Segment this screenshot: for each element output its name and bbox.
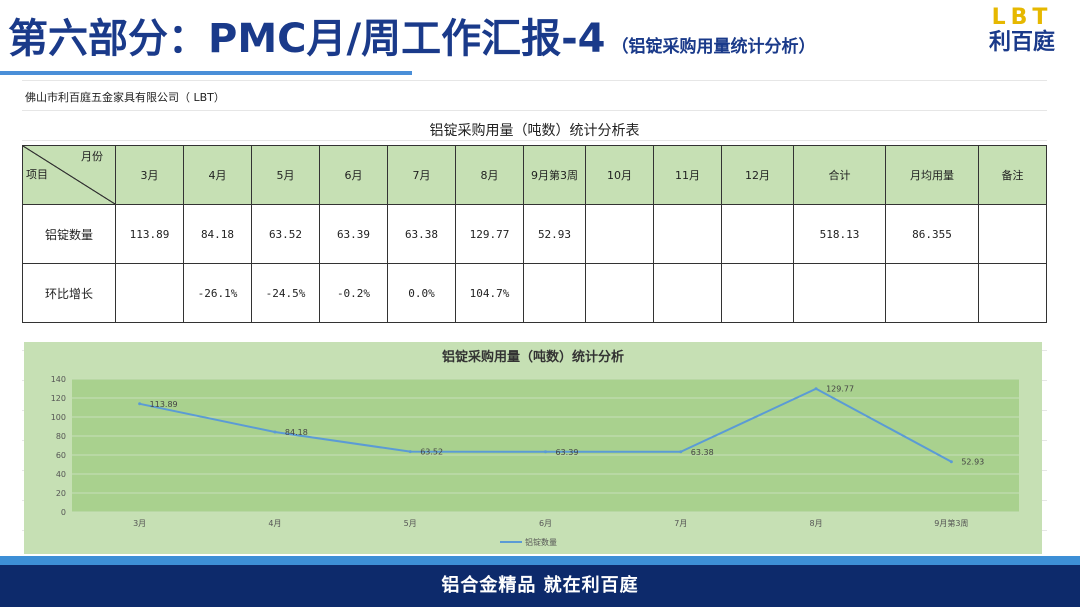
data-label: 129.77 [826, 385, 854, 394]
table-cell[interactable]: -26.1% [183, 263, 252, 323]
table-cell[interactable] [793, 263, 886, 323]
slide-title-main: 第六部分：PMC月/周工作汇报-4 [8, 16, 606, 62]
row-label[interactable]: 铝锭数量 [22, 204, 116, 264]
table-cell[interactable]: 63.38 [387, 204, 456, 264]
corner-month-label: 月份 [81, 150, 103, 163]
chart-svg: 铝锭采购用量（吨数）统计分析 0 20 40 60 80 100 120 140 3月 4月 5月 6月… [51, 349, 1019, 547]
table-cell[interactable]: 63.52 [251, 204, 320, 264]
table-cell[interactable]: 63.39 [319, 204, 388, 264]
data-point [949, 460, 953, 464]
lbt-logo: LBT 利百庭 [972, 6, 1072, 58]
table-header-row: 月份 项目 3月 4月 5月 6月 7月 8月 9月第3周 10月 11月 12… [22, 145, 1047, 205]
spreadsheet: 佛山市利百庭五金家具有限公司（ LBT） 铝锭采购用量（吨数）统计分析表 月份 … [22, 80, 1047, 560]
x-tick-label: 3月 [133, 519, 146, 528]
table-cell[interactable] [585, 263, 654, 323]
table-cell[interactable]: 104.7% [455, 263, 524, 323]
table-row-growth: 环比增长 -26.1% -24.5% -0.2% 0.0% 104.7% [22, 263, 1047, 323]
data-label: 52.93 [961, 458, 984, 467]
data-label: 63.52 [420, 448, 443, 457]
table-cell[interactable]: -0.2% [319, 263, 388, 323]
y-tick-label: 60 [56, 451, 66, 460]
column-header[interactable]: 月均用量 [885, 145, 979, 205]
table-row-quantity: 铝锭数量 113.89 84.18 63.52 63.39 63.38 129.… [22, 204, 1047, 264]
table-cell[interactable]: 86.355 [885, 204, 979, 264]
chart-title: 铝锭采购用量（吨数）统计分析 [442, 349, 624, 365]
column-header[interactable]: 12月 [721, 145, 794, 205]
corner-item-label: 项目 [26, 168, 48, 181]
y-tick-label: 40 [56, 470, 66, 479]
table-cell[interactable] [115, 263, 184, 323]
column-header[interactable]: 合计 [793, 145, 886, 205]
logo-lbt-text: LBT [991, 5, 1053, 30]
table-cell[interactable]: 113.89 [115, 204, 184, 264]
column-header[interactable]: 备注 [978, 145, 1047, 205]
slide-title: 第六部分：PMC月/周工作汇报-4 （铝锭采购用量统计分析） [8, 6, 816, 64]
y-tick-label: 120 [51, 394, 66, 403]
column-header[interactable]: 10月 [585, 145, 654, 205]
title-underline [0, 71, 412, 75]
slide-subtitle: （铝锭采购用量统计分析） [611, 37, 816, 57]
corner-cell: 月份 项目 [22, 145, 116, 205]
row-label[interactable]: 环比增长 [22, 263, 116, 323]
data-label: 113.89 [150, 400, 178, 409]
title-bar: 第六部分：PMC月/周工作汇报-4 （铝锭采购用量统计分析） LBT 利百庭 [0, 0, 1080, 75]
company-name: 佛山市利百庭五金家具有限公司（ LBT） [25, 91, 225, 104]
line-chart[interactable]: 铝锭采购用量（吨数）统计分析 0 20 40 60 80 100 120 140 3月 4月 5月 6月… [24, 342, 1042, 554]
data-point [814, 387, 818, 391]
table-cell[interactable] [978, 263, 1047, 323]
column-header[interactable]: 8月 [455, 145, 524, 205]
column-header[interactable]: 11月 [653, 145, 722, 205]
table-cell[interactable]: 0.0% [387, 263, 456, 323]
data-point [544, 450, 547, 454]
table-cell[interactable] [653, 263, 722, 323]
footer-accent-strip [0, 556, 1080, 565]
column-header[interactable]: 4月 [183, 145, 252, 205]
statistics-table: 月份 项目 3月 4月 5月 6月 7月 8月 9月第3周 10月 11月 12… [22, 145, 1047, 323]
table-cell[interactable]: 84.18 [183, 204, 252, 264]
data-point [273, 430, 277, 434]
legend-label: 铝锭数量 [525, 537, 557, 547]
y-tick-label: 100 [51, 413, 66, 422]
x-tick-label: 5月 [404, 519, 417, 528]
table-cell[interactable] [978, 204, 1047, 264]
data-label: 84.18 [285, 428, 308, 437]
table-cell[interactable] [585, 204, 654, 264]
data-label: 63.39 [556, 448, 579, 457]
column-header[interactable]: 7月 [387, 145, 456, 205]
table-cell[interactable] [721, 263, 794, 323]
footer-banner: 铝合金精品 就在利百庭 [0, 565, 1080, 607]
data-point [408, 450, 412, 454]
column-header[interactable]: 3月 [115, 145, 184, 205]
data-point [138, 402, 142, 406]
table-cell[interactable]: 129.77 [455, 204, 524, 264]
chart-plot-area [72, 379, 1019, 512]
table-cell[interactable] [885, 263, 979, 323]
table-cell[interactable] [653, 204, 722, 264]
data-label: 63.38 [691, 448, 714, 457]
table-cell[interactable]: 518.13 [793, 204, 886, 264]
x-tick-label: 7月 [674, 519, 687, 528]
data-point [679, 450, 683, 454]
column-header[interactable]: 9月第3周 [523, 145, 586, 205]
logo-brand-text: 利百庭 [988, 30, 1055, 55]
x-tick-label: 9月第3周 [934, 518, 968, 528]
y-tick-label: 0 [61, 508, 66, 517]
x-tick-label: 4月 [268, 519, 281, 528]
y-tick-label: 140 [51, 375, 66, 384]
table-cell[interactable] [523, 263, 586, 323]
table-cell[interactable]: -24.5% [251, 263, 320, 323]
table-cell[interactable]: 52.93 [523, 204, 586, 264]
table-title: 铝锭采购用量（吨数）统计分析表 [429, 123, 640, 139]
x-tick-label: 8月 [810, 519, 823, 528]
x-tick-label: 6月 [539, 519, 552, 528]
table-cell[interactable] [721, 204, 794, 264]
y-tick-label: 20 [56, 489, 66, 498]
column-header[interactable]: 5月 [251, 145, 320, 205]
y-tick-label: 80 [56, 432, 66, 441]
column-header[interactable]: 6月 [319, 145, 388, 205]
